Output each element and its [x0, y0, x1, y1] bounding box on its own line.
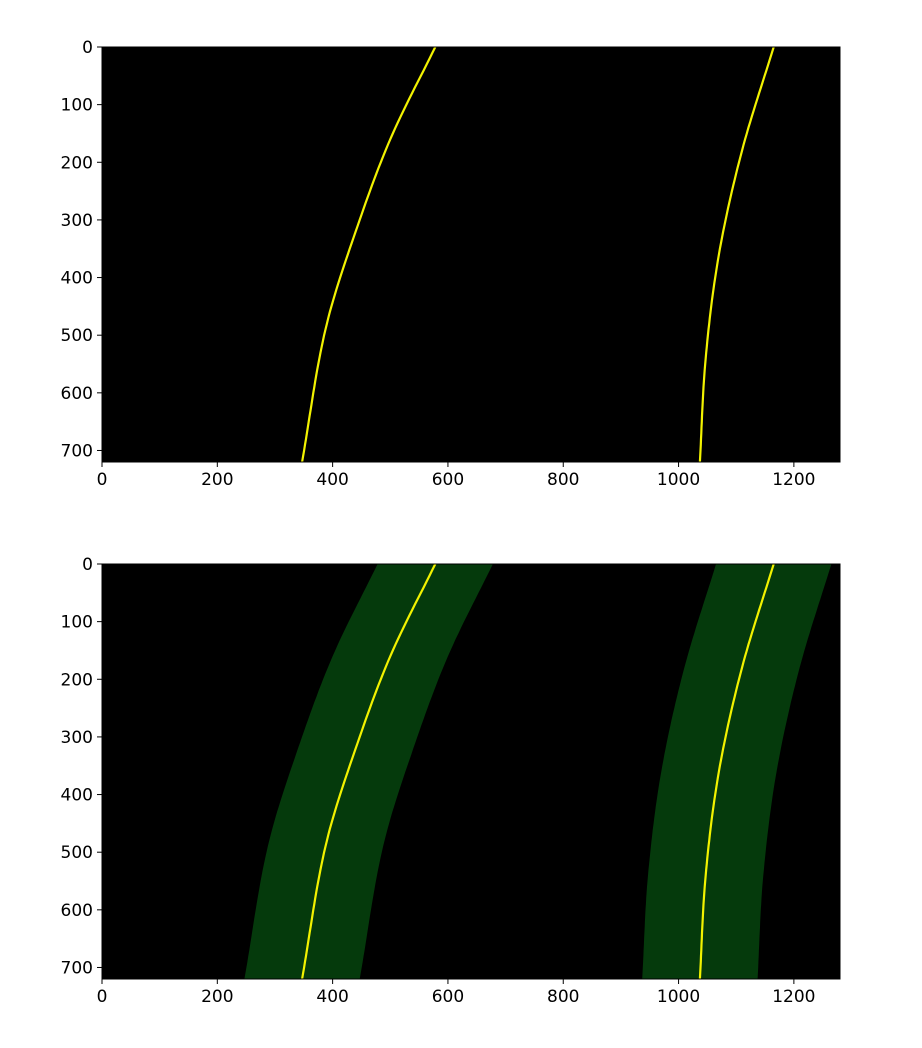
x-tick-label: 400	[316, 470, 348, 490]
lane-fit-line-right	[698, 47, 775, 462]
lane-fit-line-left	[301, 47, 437, 462]
y-tick-label: 500	[61, 326, 93, 346]
x-tick-label: 0	[97, 470, 108, 490]
x-tick-label: 200	[201, 987, 233, 1007]
x-tick-label: 1200	[772, 987, 815, 1007]
x-tick-label: 600	[432, 987, 464, 1007]
y-tick-label: 100	[61, 96, 93, 116]
x-tick-label: 1000	[657, 987, 700, 1007]
top-lane-plot: 0 200 400 600 800 1000 1200 0 100 200 300 400 500 600…	[61, 38, 841, 490]
axes-frame	[101, 46, 841, 463]
y-tick-label: 400	[61, 786, 93, 806]
y-tick-label: 600	[61, 901, 93, 921]
x-tick-label: 600	[432, 470, 464, 490]
plot-content	[301, 47, 775, 462]
y-tick-label: 500	[61, 843, 93, 863]
lane-fit-line-left	[301, 564, 437, 979]
axes-frame	[101, 563, 841, 980]
x-tick-label: 1000	[657, 470, 700, 490]
y-tick-label: 300	[61, 728, 93, 748]
plot-image-area	[102, 47, 840, 462]
x-tick-label: 0	[97, 987, 108, 1007]
y-tick-label: 300	[61, 211, 93, 231]
x-tick-label: 800	[547, 470, 579, 490]
y-tick-label: 200	[61, 670, 93, 690]
plot-content	[244, 564, 832, 979]
y-tick-label: 100	[61, 613, 93, 633]
x-tick-label: 400	[316, 987, 348, 1007]
y-tick-label: 700	[61, 441, 93, 461]
y-tick-label: 600	[61, 384, 93, 404]
x-tick-label: 200	[201, 470, 233, 490]
y-tick-label: 200	[61, 153, 93, 173]
lane-search-band-right	[642, 564, 832, 979]
y-tick-label: 0	[82, 38, 93, 58]
y-tick-label: 0	[82, 555, 93, 575]
lane-search-band-left	[244, 564, 493, 979]
x-tick-label: 800	[547, 987, 579, 1007]
x-tick-label: 1200	[772, 470, 815, 490]
y-tick-label: 700	[61, 958, 93, 978]
y-tick-label: 400	[61, 269, 93, 289]
lane-fit-line-right	[698, 564, 775, 979]
bottom-lane-plot-with-band: 0 200 400 600 800 1000 1200 0 100 200 300 400 500 600…	[61, 555, 841, 1007]
